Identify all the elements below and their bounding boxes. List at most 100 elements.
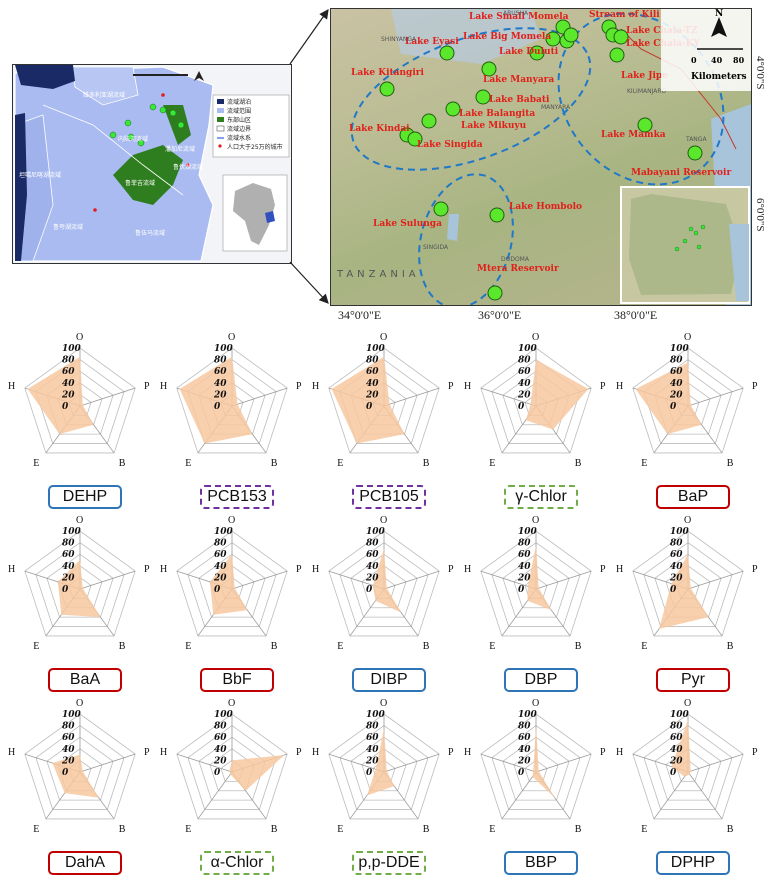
radar-ring <box>502 736 570 801</box>
north-label: N <box>715 9 723 19</box>
site-marker <box>379 81 395 97</box>
radar-tick-label: 40 <box>214 379 227 389</box>
radar-spoke <box>480 570 537 590</box>
lake-label: Lake Babati <box>489 95 550 105</box>
radar-tick-label: 100 <box>366 527 386 537</box>
radar-ring <box>176 530 288 637</box>
radar-spoke <box>383 570 440 590</box>
region-label: DODOMA <box>501 256 530 263</box>
radar-axis-label: O <box>684 515 692 526</box>
radar-ring <box>524 759 548 782</box>
radar-tick-label: 60 <box>670 733 683 743</box>
lake-label: Lake Big Momela <box>463 32 551 42</box>
radar-axis-label: H <box>616 747 624 759</box>
radar-ring <box>35 542 125 627</box>
radar-axis-label: P <box>600 564 606 576</box>
radar-ring <box>480 347 592 454</box>
legend-item: 流域湖泊 <box>227 98 251 106</box>
compound-badge: BBP <box>504 851 578 875</box>
basin-label: 潘加尼流域 <box>165 145 195 153</box>
radar-axis-label: B <box>574 823 582 835</box>
river-lines <box>42 104 184 196</box>
radar-ring <box>198 736 266 801</box>
radar-axis-label: P <box>752 747 758 759</box>
radar-tick-label: 40 <box>670 562 683 572</box>
radar-ring <box>643 542 733 627</box>
radar-tick-label: 0 <box>214 402 221 412</box>
radar-ring <box>632 530 744 637</box>
radar-tick-label: 0 <box>214 585 221 595</box>
radar-axis-label: B <box>270 823 278 835</box>
radar-axis-label: P <box>448 747 454 759</box>
radar-axis-label: O <box>380 515 388 526</box>
radar-tick-label: 100 <box>670 527 690 537</box>
radar-ring <box>480 713 592 820</box>
radar-data-area <box>52 754 99 798</box>
radar-data-area <box>179 356 253 444</box>
radar-tick-label: 100 <box>62 344 82 354</box>
radar-axis-label: H <box>8 747 16 759</box>
compound-badge: α-Chlor <box>200 851 274 875</box>
radar-axis-label: B <box>422 823 430 835</box>
compound-badge: γ-Chlor <box>504 485 578 509</box>
radar-tick-label: 20 <box>365 390 379 400</box>
lake-sites-map: Lake Small Momela Stream of Kili Lake Bi… <box>330 8 752 306</box>
radar-spoke <box>687 570 744 590</box>
radar-chart-dibp: 0 20 40 60 80 100 O P B E H DIBP <box>308 515 456 699</box>
radar-tick-label: 0 <box>518 402 525 412</box>
compound-badge: DBP <box>504 668 578 692</box>
radar-axis-label: O <box>532 332 540 343</box>
radar-axis-label: H <box>160 381 168 393</box>
radar-ring <box>24 347 136 454</box>
radar-tick-label: 80 <box>214 356 227 366</box>
site-markers <box>379 19 703 301</box>
region-label: MANYARA <box>541 104 571 111</box>
lake-label: Stream of Kili <box>589 10 660 20</box>
radar-tick-label: 80 <box>670 722 683 732</box>
radar-chart-grid: 0 20 40 60 80 100 O P B E H DEHP 0 20 40 60 80 100 O P B E H PC… <box>0 332 768 883</box>
radar-tick-label: 100 <box>670 344 690 354</box>
radar-tick-label: 20 <box>669 390 683 400</box>
radar-axis-label: B <box>574 457 582 469</box>
radar-tick-label: 80 <box>366 539 379 549</box>
radar-axis-label: P <box>448 381 454 393</box>
radar-chart-dphp: 0 20 40 60 80 100 O P B E H DPHP <box>612 698 760 882</box>
radar-axis-label: P <box>296 747 302 759</box>
scale-legend-box <box>661 9 751 91</box>
radar-axis-label: O <box>684 332 692 343</box>
radar-ring <box>24 713 136 820</box>
radar-data-area <box>57 560 101 618</box>
radar-axis-label: E <box>641 640 648 652</box>
lake-label: Mabayani Reservoir <box>631 168 731 178</box>
radar-spoke <box>687 387 744 407</box>
radar-tick-label: 100 <box>62 710 82 720</box>
radar-ring <box>632 713 744 820</box>
north-arrow-icon <box>194 71 204 81</box>
site-marker <box>687 145 703 161</box>
radar-tick-label: 40 <box>62 745 75 755</box>
radar-tick-label: 40 <box>62 379 75 389</box>
radar-ring <box>328 530 440 637</box>
eastern-mountains-north <box>163 105 191 145</box>
sites-map-graphic: Lake Small Momela Stream of Kili Lake Bi… <box>336 9 751 305</box>
compound-badge: PCB105 <box>352 485 426 509</box>
radar-spoke <box>79 753 136 773</box>
radar-axis-label: H <box>464 747 472 759</box>
radar-axis-label: B <box>118 640 126 652</box>
lake-label: Lake Kitangiri <box>351 68 424 78</box>
radar-tick-label: 40 <box>366 745 379 755</box>
radar-tick-label: 0 <box>366 768 373 778</box>
radar-tick-label: 60 <box>518 367 531 377</box>
radar-axis-label: O <box>380 698 388 709</box>
eastern-mountains <box>113 145 183 205</box>
radar-axis-label: P <box>144 747 150 759</box>
radar-ring <box>339 725 429 810</box>
compound-badge: Pyr <box>656 668 730 692</box>
radar-tick-label: 80 <box>366 722 379 732</box>
